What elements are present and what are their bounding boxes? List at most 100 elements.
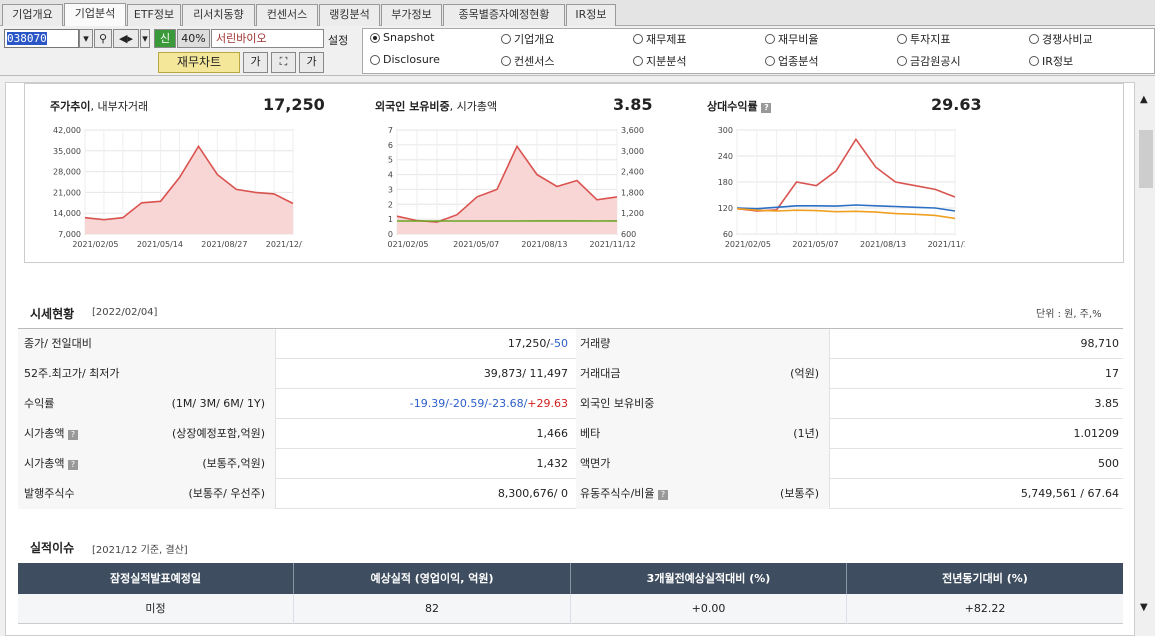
foreign-chart-title: 외국인 보유비중, 시가총액 — [375, 100, 498, 113]
radio-consensus[interactable]: 컨센서스 — [501, 53, 554, 69]
radio-financial-statements[interactable]: 재무제표 — [633, 31, 686, 47]
label-cell: 외국인 보유비중 — [576, 389, 830, 419]
y2-tick-label: 3,600 — [621, 126, 644, 135]
value-cell: -19.39/-20.59/-23.68/+29.63 — [276, 389, 572, 419]
search-icon[interactable]: ⚲ — [94, 29, 112, 48]
y-tick-label: 60 — [723, 230, 733, 239]
scroll-down-icon[interactable]: ▼ — [1140, 602, 1148, 613]
tab-ir-info[interactable]: IR정보 — [566, 4, 616, 26]
return-6m: -23.68/ — [488, 397, 528, 410]
value-cell: 98,710 — [1080, 337, 1120, 350]
market-table: 종가/ 전일대비 17,250/-50 거래량 98,710 52주.최고가/ 최저가 3… — [18, 328, 1123, 509]
label-cell: 발행주식수 (보통주/ 우선주) — [18, 479, 276, 509]
x-tick-label: 2021/12/10 — [266, 240, 303, 249]
cell-vs-3m: +0.00 — [571, 594, 847, 624]
area-fill — [397, 146, 617, 234]
header-yoy: 전년동기대비 (%) — [942, 572, 1028, 585]
font-size-icon[interactable]: 가 — [243, 52, 268, 73]
x-tick-label: 2021/11/12 — [590, 240, 636, 249]
label-cell: 52주.최고가/ 최저가 — [18, 359, 276, 389]
table-row: 52주.최고가/ 최저가 39,873/ 11,497 거래대금 (억원) 17 — [18, 359, 1123, 389]
y-tick-label: 240 — [718, 152, 733, 161]
help-icon[interactable]: ? — [67, 430, 78, 440]
y2-tick-label: 1,200 — [621, 209, 644, 218]
financial-chart-button[interactable]: 재무차트 — [158, 52, 240, 73]
radio-snapshot[interactable]: Snapshot — [370, 31, 434, 44]
series-line — [736, 207, 956, 220]
radio-financial-ratios[interactable]: 재무비율 — [765, 31, 818, 47]
x-tick-label: 2021/08/27 — [201, 240, 247, 249]
radio-fss-disclosure[interactable]: 금감원공시 — [897, 53, 961, 69]
table-row: 수익률 (1M/ 3M/ 6M/ 1Y) -19.39/-20.59/-23.68/… — [18, 389, 1123, 419]
fit-screen-icon[interactable]: ⛶ — [271, 52, 296, 73]
tab-ranking[interactable]: 랭킹분석 — [319, 4, 380, 26]
x-tick-label: 021/02/05 — [387, 240, 428, 249]
help-icon[interactable]: ? — [761, 103, 772, 113]
header-vs-3m: 3개월전예상실적대비 (%) — [571, 563, 847, 594]
tab-etf-info[interactable]: ETF정보 — [127, 4, 181, 26]
value-cell: 8,300,676/ 0 — [497, 487, 568, 500]
foreign-chart-value: 3.85 — [613, 95, 653, 114]
tab-capital-increase[interactable]: 종목별증자예정현황 — [443, 4, 565, 26]
y2-tick-label: 3,000 — [621, 147, 644, 156]
radio-company-overview[interactable]: 기업개요 — [501, 31, 554, 47]
help-icon[interactable]: ? — [658, 490, 669, 500]
tab-research[interactable]: 리서치동향 — [182, 4, 255, 26]
value-cell: 39,873/ 11,497 — [483, 367, 568, 380]
y-tick-label: 2 — [388, 200, 393, 209]
radio-investment-indicators[interactable]: 투자지표 — [897, 31, 950, 47]
y2-tick-label: 1,800 — [621, 188, 644, 197]
return-1y: +29.63 — [527, 397, 568, 410]
tab-extra-info[interactable]: 부가정보 — [381, 4, 442, 26]
cell-announce-date: 미정 — [18, 594, 294, 624]
radio-competitor-compare[interactable]: 경쟁사비교 — [1029, 31, 1093, 47]
y-tick-label: 28,000 — [53, 168, 81, 177]
earnings-table: 잠정실적발표예정일 예상실적 (영업이익, 억원) 3개월전예상실적대비 (%)… — [18, 563, 1123, 624]
y-tick-label: 3 — [388, 185, 393, 194]
y2-tick-label: 2,400 — [621, 168, 644, 177]
y-tick-label: 0 — [388, 230, 393, 239]
table-row: 시가총액 ? (보통주,억원) 1,432 액면가 500 — [18, 449, 1123, 479]
vertical-scrollbar[interactable]: ▲ ▼ — [1137, 82, 1155, 636]
tab-company-overview[interactable]: 기업개요 — [2, 4, 63, 26]
return-3m: -20.59/ — [448, 397, 489, 410]
value-cell: 17 — [1105, 367, 1119, 380]
y-tick-label: 21,000 — [53, 188, 81, 197]
stock-code-input[interactable]: 038070 — [4, 29, 79, 48]
dropdown-arrow-icon[interactable]: ▾ — [79, 29, 93, 48]
radio-industry-analysis[interactable]: 업종분석 — [765, 53, 818, 69]
scroll-up-icon[interactable]: ▲ — [1140, 94, 1148, 105]
font-increase-icon[interactable]: 가 — [299, 52, 324, 73]
value-cell: 1,432 — [536, 457, 569, 470]
radio-icon — [897, 56, 907, 66]
radio-shareholding[interactable]: 지분분석 — [633, 53, 686, 69]
header-announce-date: 잠정실적발표예정일 — [18, 563, 294, 594]
tab-consensus[interactable]: 컨센서스 — [256, 4, 318, 26]
radio-icon — [633, 56, 643, 66]
speaker-icon[interactable]: ◀▸ — [113, 29, 139, 48]
x-tick-label: 2021/11/12 — [928, 240, 965, 249]
series-line — [736, 204, 956, 212]
x-tick-label: 2021/05/14 — [137, 240, 183, 249]
y-tick-label: 1 — [388, 215, 393, 224]
chart-panel: 주가추이, 내부자거래 17,250 외국인 보유비중, 시가총액 3.85 상… — [24, 83, 1124, 263]
speaker-dropdown-icon[interactable]: ▾ — [140, 29, 150, 48]
radio-ir-info[interactable]: IR정보 — [1029, 53, 1073, 69]
y-tick-label: 35,000 — [53, 147, 81, 156]
settings-label[interactable]: 설정 — [328, 34, 349, 47]
price-chart-value: 17,250 — [263, 95, 325, 114]
y-tick-label: 6 — [388, 141, 393, 150]
scroll-thumb[interactable] — [1139, 130, 1153, 188]
radio-disclosure[interactable]: Disclosure — [370, 53, 440, 66]
tab-company-analysis[interactable]: 기업분석 — [64, 3, 126, 27]
relative-chart-title: 상대수익률 ? — [707, 98, 772, 114]
price-chart: 42,00035,00028,00021,00014,0007,0002021/… — [53, 126, 303, 249]
help-icon[interactable]: ? — [67, 460, 78, 470]
table-row: 미정 82 +0.00 +82.22 — [18, 594, 1123, 624]
earnings-header-row: 잠정실적발표예정일 예상실적 (영업이익, 억원) 3개월전예상실적대비 (%)… — [18, 563, 1123, 594]
table-row: 발행주식수 (보통주/ 우선주) 8,300,676/ 0 유동주식수/비율 ? (보통… — [18, 479, 1123, 509]
radio-selected-icon — [370, 32, 380, 43]
new-listing-badge: 신 — [154, 29, 176, 48]
label-cell: 시가총액 ? (상장예정포함,억원) — [18, 419, 276, 449]
